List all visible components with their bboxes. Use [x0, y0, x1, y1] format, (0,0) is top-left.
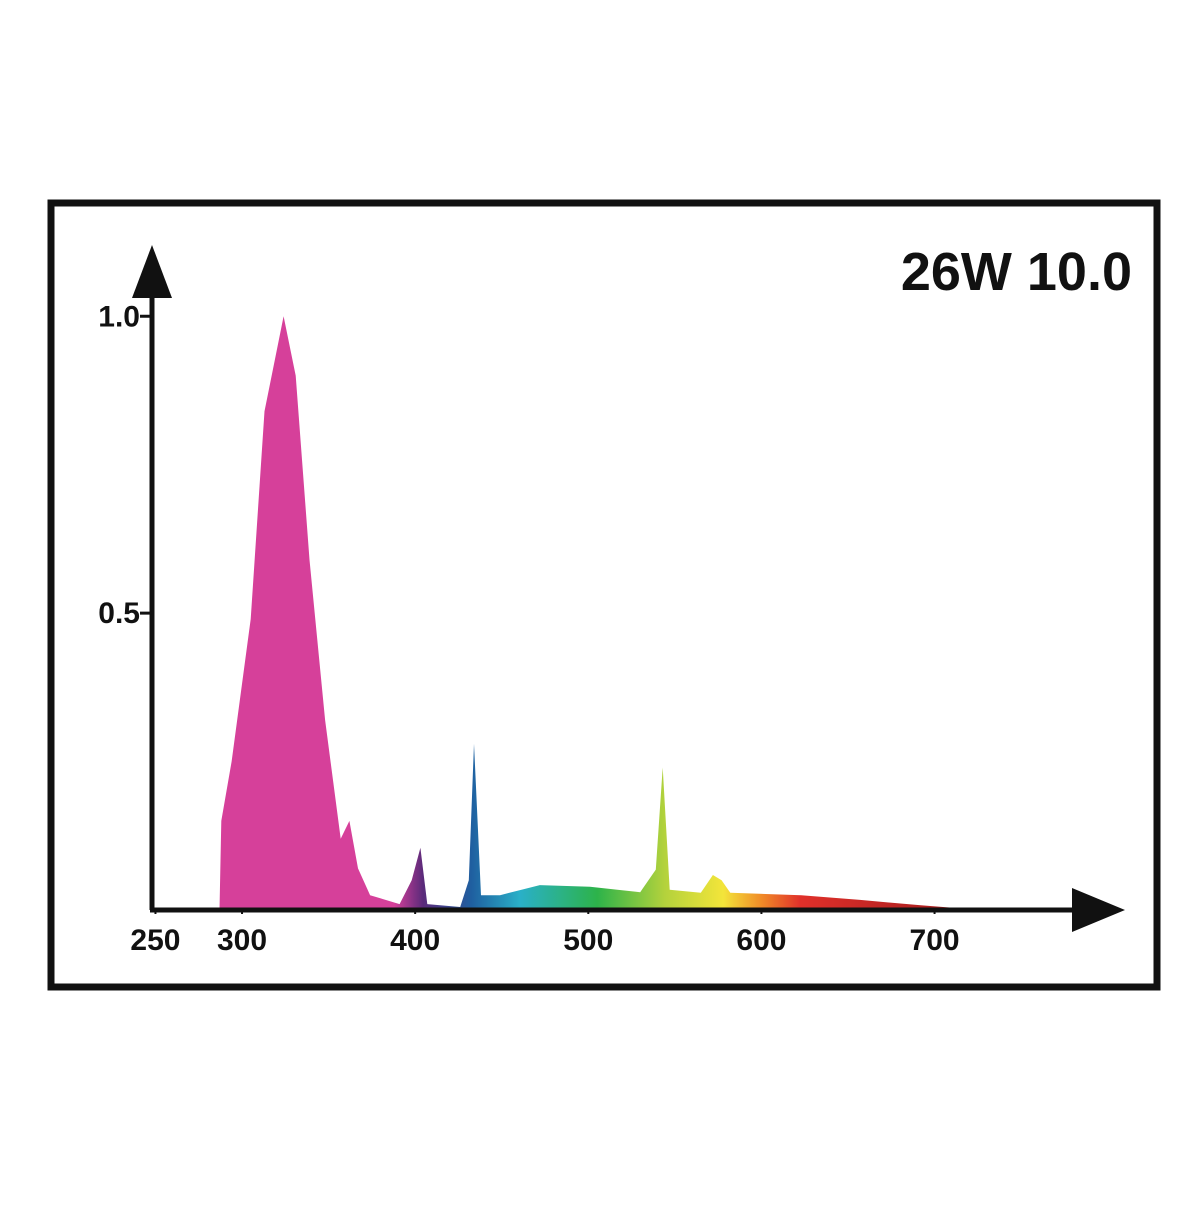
plot: [219, 316, 982, 910]
x-tick-label: 700: [910, 924, 960, 957]
spectrum-area: [219, 316, 982, 910]
y-tick-label: 0.5: [98, 597, 140, 630]
frame: [47, 199, 1161, 991]
x-arrow: [1072, 888, 1125, 932]
y-arrow: [132, 245, 172, 298]
x-tick-label: 300: [217, 924, 267, 957]
y-tick-label: 1.0: [98, 300, 140, 333]
x-tick-label: 250: [130, 924, 180, 957]
x-tick-label: 400: [390, 924, 440, 957]
x-tick-label: 600: [736, 924, 786, 957]
chart-title: 26W 10.0: [901, 242, 1132, 302]
x-tick-label: 500: [563, 924, 613, 957]
